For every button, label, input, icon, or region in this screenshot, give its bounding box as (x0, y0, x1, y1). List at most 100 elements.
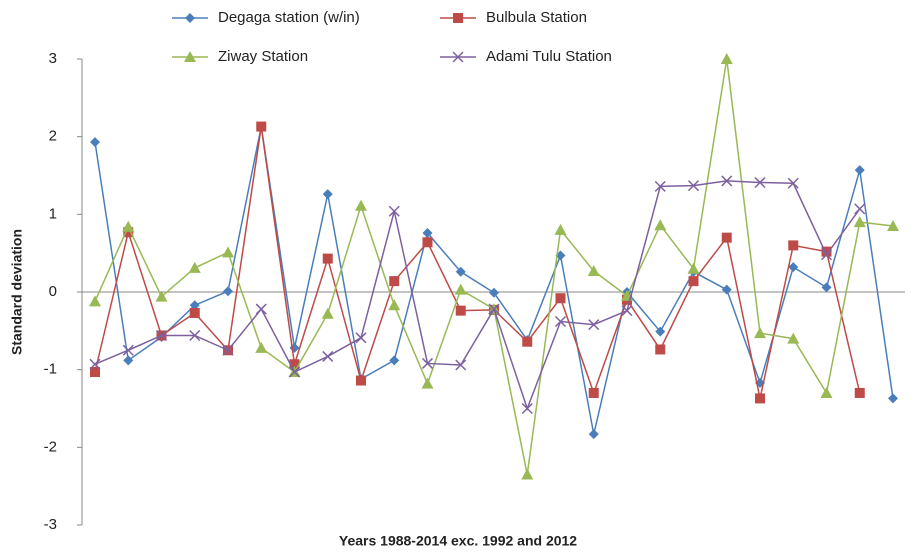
legend-marker (453, 13, 463, 23)
point (455, 305, 466, 316)
x-axis-title: Years 1988-2014 exc. 1992 and 2012 (339, 533, 577, 549)
point (421, 357, 434, 369)
point (655, 344, 666, 355)
point (854, 387, 865, 398)
point (389, 355, 400, 366)
point (454, 283, 467, 295)
point (455, 359, 467, 371)
point (554, 223, 567, 235)
legend-marker (452, 51, 464, 63)
point (721, 175, 733, 187)
point (389, 276, 400, 287)
point (687, 180, 700, 192)
point (122, 344, 134, 356)
point (854, 165, 865, 176)
point (688, 276, 699, 287)
point (189, 300, 200, 311)
point (588, 387, 599, 398)
point (122, 220, 135, 232)
series-line (94, 126, 894, 435)
point (89, 358, 101, 370)
point (821, 246, 832, 257)
point (223, 286, 233, 297)
point (89, 295, 101, 307)
point (853, 216, 866, 228)
point (521, 468, 534, 480)
y-axis-title: Standard deviation (9, 229, 25, 355)
point (422, 237, 433, 248)
point (123, 227, 134, 238)
point (155, 290, 168, 302)
point (820, 386, 833, 398)
y-tick-label: 2 (49, 128, 57, 145)
point (720, 53, 733, 64)
point (621, 305, 633, 317)
point (189, 329, 201, 342)
point (321, 307, 334, 319)
point (355, 199, 367, 211)
point (288, 366, 301, 378)
point (222, 344, 234, 356)
point (521, 402, 533, 415)
point (654, 219, 667, 231)
legend-label: Degaga station (w/in) (218, 9, 360, 26)
point (655, 326, 666, 337)
y-tick-label: 1 (49, 205, 57, 222)
point (555, 293, 566, 304)
point (820, 249, 833, 261)
point (854, 203, 866, 215)
y-tick-label: -3 (44, 516, 57, 533)
legend-label: Adami Tulu Station (486, 48, 612, 65)
point (355, 332, 367, 344)
point (123, 355, 134, 366)
y-tick-label: -1 (44, 361, 57, 378)
point (788, 240, 799, 251)
point (322, 189, 333, 200)
point (356, 375, 366, 386)
point (388, 205, 400, 217)
series-line (94, 126, 861, 399)
point (587, 265, 600, 277)
point (189, 307, 200, 318)
y-tick-label: 3 (49, 50, 57, 67)
point (489, 287, 499, 298)
point (522, 336, 533, 347)
point (588, 429, 599, 440)
point (388, 299, 401, 311)
point (754, 176, 766, 189)
point (90, 366, 100, 377)
point (255, 303, 267, 315)
point (222, 246, 234, 258)
point (188, 261, 201, 273)
point (322, 253, 333, 264)
point (687, 262, 700, 274)
point (887, 219, 899, 231)
point (787, 177, 799, 189)
point (554, 315, 567, 328)
point (155, 329, 168, 342)
point (421, 377, 434, 389)
point (721, 284, 732, 295)
point (588, 319, 600, 331)
point (455, 266, 466, 277)
point (721, 232, 732, 243)
point (754, 327, 766, 339)
point (888, 393, 898, 404)
point (787, 332, 800, 344)
legend-marker (184, 51, 196, 62)
point (256, 121, 267, 132)
point (422, 227, 433, 238)
y-tick-label: 0 (49, 283, 57, 300)
series-line (94, 180, 861, 411)
legend-marker (185, 13, 195, 23)
point (90, 137, 100, 148)
series-line (94, 58, 894, 475)
point (788, 262, 799, 273)
point (654, 180, 666, 192)
point (255, 341, 268, 353)
legend-label: Bulbula Station (486, 9, 587, 26)
point (488, 303, 500, 315)
legend-label: Ziway Station (218, 48, 308, 65)
point (755, 393, 765, 404)
point (322, 350, 334, 362)
